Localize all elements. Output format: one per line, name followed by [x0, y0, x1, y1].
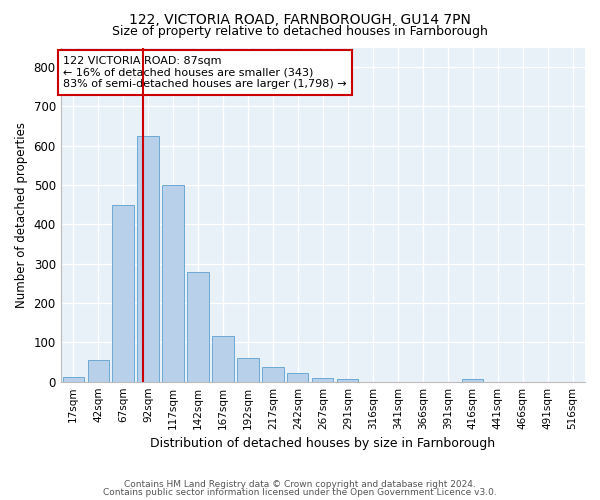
Bar	[238, 358, 259, 382]
Bar	[462, 378, 483, 382]
Bar	[163, 185, 184, 382]
Text: Size of property relative to detached houses in Farnborough: Size of property relative to detached ho…	[112, 25, 488, 38]
Text: Contains HM Land Registry data © Crown copyright and database right 2024.: Contains HM Land Registry data © Crown c…	[124, 480, 476, 489]
Bar	[62, 377, 84, 382]
Bar	[312, 378, 334, 382]
Bar	[212, 336, 233, 382]
Bar	[112, 205, 134, 382]
Bar	[287, 373, 308, 382]
Y-axis label: Number of detached properties: Number of detached properties	[15, 122, 28, 308]
Bar	[88, 360, 109, 382]
X-axis label: Distribution of detached houses by size in Farnborough: Distribution of detached houses by size …	[150, 437, 496, 450]
Text: Contains public sector information licensed under the Open Government Licence v3: Contains public sector information licen…	[103, 488, 497, 497]
Bar	[187, 272, 209, 382]
Text: 122, VICTORIA ROAD, FARNBOROUGH, GU14 7PN: 122, VICTORIA ROAD, FARNBOROUGH, GU14 7P…	[129, 12, 471, 26]
Bar	[337, 378, 358, 382]
Bar	[137, 136, 158, 382]
Bar	[262, 367, 284, 382]
Text: 122 VICTORIA ROAD: 87sqm
← 16% of detached houses are smaller (343)
83% of semi-: 122 VICTORIA ROAD: 87sqm ← 16% of detach…	[63, 56, 347, 89]
